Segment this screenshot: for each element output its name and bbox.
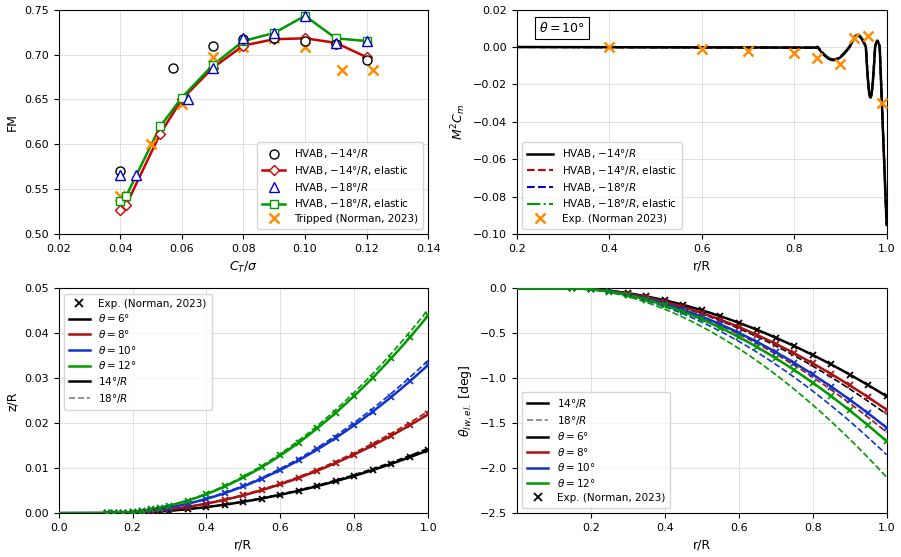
Y-axis label: $\theta_{lw,el.}$ [deg]: $\theta_{lw,el.}$ [deg] xyxy=(458,364,475,437)
Text: $\theta = 10°$: $\theta = 10°$ xyxy=(539,21,586,35)
Y-axis label: FM: FM xyxy=(5,113,19,131)
Legend: HVAB, $-14°/R$, HVAB, $-14°/R$, elastic, HVAB, $-18°/R$, HVAB, $-18°/R$, elastic: HVAB, $-14°/R$, HVAB, $-14°/R$, elastic,… xyxy=(523,142,682,229)
X-axis label: r/R: r/R xyxy=(693,539,711,551)
Legend: $14°/R$, $18°/R$, $\theta=6°$, $\theta=8°$, $\theta=10°$, $\theta=12°$, Exp. (No: $14°/R$, $18°/R$, $\theta=6°$, $\theta=8… xyxy=(523,392,670,508)
X-axis label: $C_T/\sigma$: $C_T/\sigma$ xyxy=(229,260,258,275)
Y-axis label: $M^2C_m$: $M^2C_m$ xyxy=(449,104,468,140)
Y-axis label: z/R: z/R xyxy=(5,391,19,411)
Legend: Exp. (Norman, 2023), $\theta=6°$, $\theta=8°$, $\theta=10°$, $\theta=12°$, $14°/: Exp. (Norman, 2023), $\theta=6°$, $\thet… xyxy=(64,294,212,410)
X-axis label: r/R: r/R xyxy=(693,260,711,272)
Legend: HVAB, $-14°/R$, HVAB, $-14°/R$, elastic, HVAB, $-18°/R$, HVAB, $-18°/R$, elastic: HVAB, $-14°/R$, HVAB, $-14°/R$, elastic,… xyxy=(257,142,423,229)
X-axis label: r/R: r/R xyxy=(234,539,252,551)
